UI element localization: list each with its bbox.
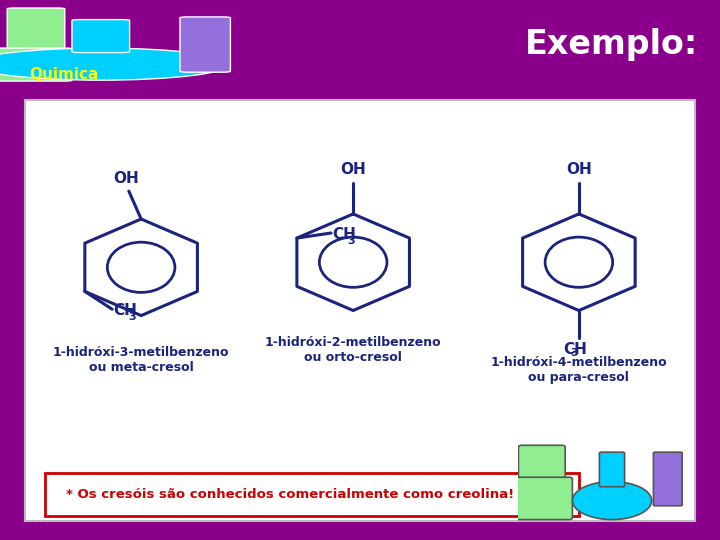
FancyBboxPatch shape	[24, 99, 696, 522]
Text: * Os cresóis são conhecidos comercialmente como creolina!: * Os cresóis são conhecidos comercialmen…	[66, 488, 514, 501]
Text: CH: CH	[564, 342, 588, 357]
FancyBboxPatch shape	[599, 452, 624, 487]
Text: 1-hidróxi-3-metilbenzeno
ou meta-cresol: 1-hidróxi-3-metilbenzeno ou meta-cresol	[53, 346, 230, 374]
Text: OH: OH	[113, 171, 139, 186]
FancyBboxPatch shape	[180, 17, 230, 72]
Circle shape	[0, 48, 230, 80]
Text: OH: OH	[566, 163, 592, 177]
FancyBboxPatch shape	[7, 8, 65, 59]
Text: CH: CH	[333, 227, 356, 242]
Text: Exemplo:: Exemplo:	[525, 28, 698, 61]
FancyBboxPatch shape	[654, 452, 683, 506]
Text: OH: OH	[341, 163, 366, 177]
Text: 3: 3	[570, 348, 578, 358]
Text: CH: CH	[114, 303, 138, 318]
Circle shape	[572, 482, 652, 519]
FancyBboxPatch shape	[511, 477, 572, 519]
Text: Quimica: Quimica	[29, 67, 98, 82]
Text: 3: 3	[129, 312, 136, 322]
Text: 3: 3	[348, 235, 355, 246]
FancyBboxPatch shape	[72, 19, 130, 52]
FancyBboxPatch shape	[0, 48, 72, 81]
FancyBboxPatch shape	[45, 473, 579, 516]
Text: 1-hidróxi-2-metilbenzeno
ou orto-cresol: 1-hidróxi-2-metilbenzeno ou orto-cresol	[265, 336, 441, 364]
Text: 1-hidróxi-4-metilbenzeno
ou para-cresol: 1-hidróxi-4-metilbenzeno ou para-cresol	[490, 356, 667, 384]
FancyBboxPatch shape	[518, 446, 565, 485]
